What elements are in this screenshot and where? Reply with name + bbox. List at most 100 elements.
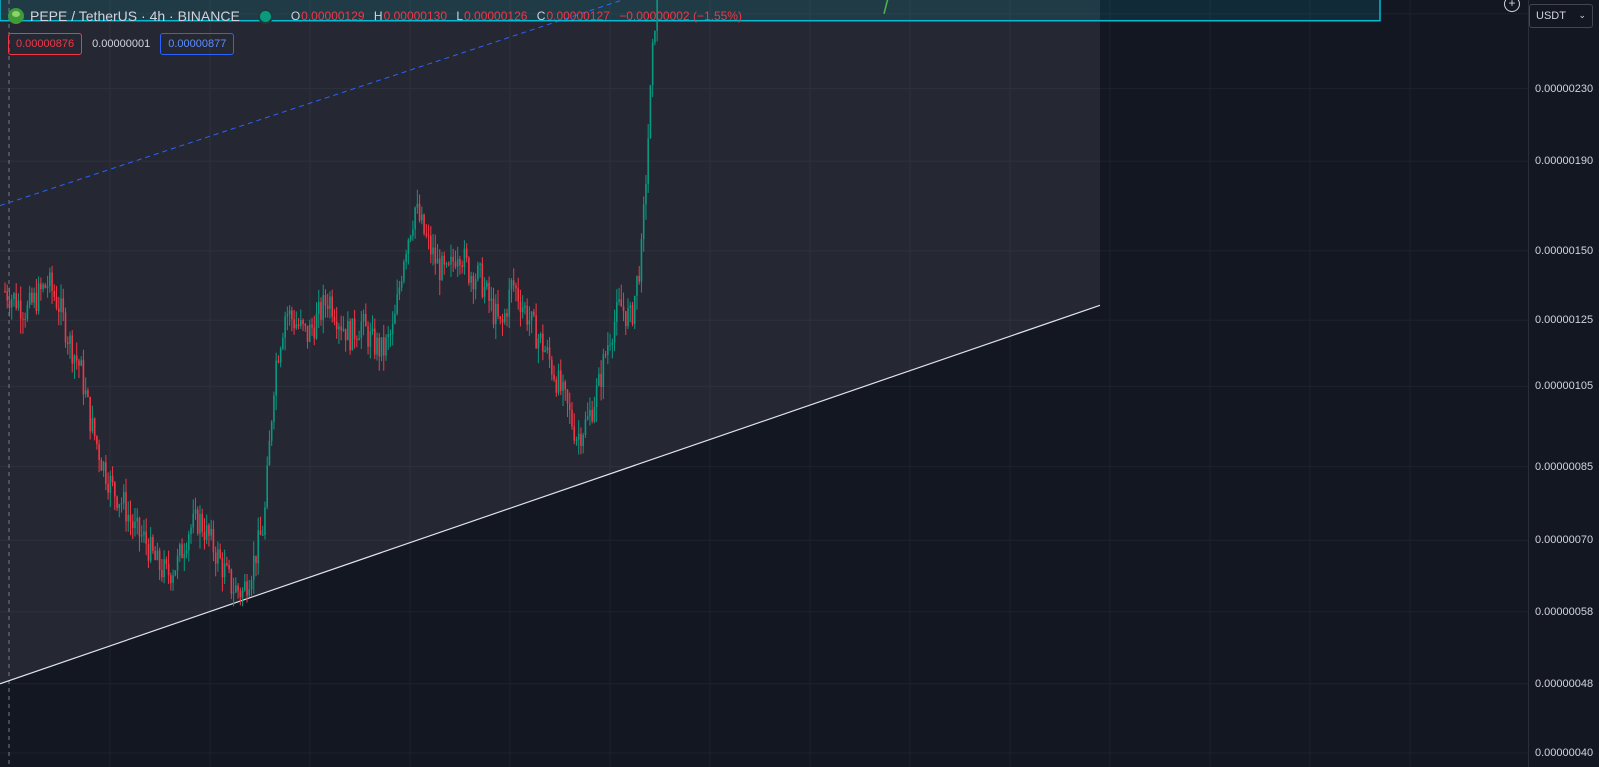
candle-body bbox=[277, 360, 280, 363]
candle-body bbox=[398, 287, 401, 295]
candle-body bbox=[425, 233, 428, 236]
candle-body bbox=[131, 521, 134, 529]
candle-body bbox=[557, 370, 560, 393]
candle-body bbox=[214, 552, 217, 564]
candle-body bbox=[326, 305, 329, 309]
candle-body bbox=[217, 549, 219, 564]
candle-body bbox=[649, 85, 652, 139]
candle-body bbox=[78, 360, 80, 366]
candle-body bbox=[564, 381, 567, 390]
candle-body bbox=[362, 314, 365, 322]
price-tick-label: 0.00000190 bbox=[1535, 155, 1594, 168]
candle-body bbox=[528, 320, 531, 325]
candle-body bbox=[87, 390, 89, 397]
candle-body bbox=[329, 296, 331, 309]
candle-body bbox=[89, 396, 91, 432]
candle-body bbox=[656, 0, 658, 31]
open-value: 0.00000129 bbox=[301, 9, 365, 23]
candle-body bbox=[577, 433, 580, 440]
candle-body bbox=[447, 263, 450, 265]
candle-body bbox=[156, 550, 159, 560]
candle-body bbox=[342, 328, 345, 331]
candle-body bbox=[510, 280, 513, 290]
market-status-icon[interactable] bbox=[257, 8, 273, 24]
add-plus-icon[interactable]: + bbox=[1504, 0, 1520, 12]
candle-body bbox=[10, 298, 13, 308]
candle-body bbox=[584, 419, 587, 436]
candle-body bbox=[75, 355, 78, 361]
candle-body bbox=[497, 303, 499, 317]
candle-body bbox=[165, 559, 168, 564]
price-tick-label: 0.00000105 bbox=[1535, 380, 1594, 393]
candle-body bbox=[230, 569, 233, 594]
candle-body bbox=[19, 300, 22, 319]
candle-body bbox=[252, 555, 255, 581]
candle-body bbox=[8, 300, 11, 308]
candle-body bbox=[275, 360, 277, 396]
candle-body bbox=[622, 306, 625, 312]
candle-body bbox=[105, 462, 107, 484]
high-value: 0.00000130 bbox=[383, 9, 447, 23]
price-chart[interactable] bbox=[0, 0, 1528, 767]
candle-body bbox=[237, 585, 239, 592]
candle-body bbox=[494, 303, 497, 325]
candle-body bbox=[46, 286, 49, 288]
candle-body bbox=[167, 563, 170, 576]
candle-body bbox=[542, 333, 544, 352]
candle-body bbox=[517, 288, 520, 302]
price-axis[interactable]: 0.000026000.000021000.000017000.00001400… bbox=[1528, 0, 1599, 767]
candle-body bbox=[490, 298, 493, 301]
candle-body bbox=[443, 255, 446, 265]
candle-body bbox=[163, 559, 165, 578]
candle-body bbox=[170, 575, 172, 584]
candle-body bbox=[221, 557, 224, 578]
candle-body bbox=[353, 318, 356, 340]
price-tick-label: 0.00000048 bbox=[1535, 677, 1594, 690]
candle-body bbox=[344, 328, 347, 341]
candle-body bbox=[194, 509, 197, 514]
candle-body bbox=[293, 319, 295, 329]
candle-body bbox=[365, 314, 367, 327]
candle-body bbox=[624, 311, 627, 327]
candle-body bbox=[313, 327, 316, 339]
candle-body bbox=[613, 321, 616, 343]
candle-body bbox=[84, 390, 87, 395]
chart-legend: PEPE / TetherUS · 4h · BINANCE O0.000001… bbox=[8, 8, 748, 24]
candle-body bbox=[107, 483, 109, 493]
candle-body bbox=[512, 280, 515, 286]
candle-body bbox=[51, 272, 53, 291]
currency-unit-selector[interactable]: USDT ⌄ bbox=[1529, 4, 1593, 28]
candle-body bbox=[268, 440, 271, 466]
candle-body bbox=[4, 290, 6, 292]
candle-body bbox=[246, 581, 248, 596]
candle-body bbox=[127, 514, 130, 522]
sell-price-button[interactable]: 0.00000876 bbox=[8, 33, 83, 55]
candle-body bbox=[571, 409, 573, 427]
candle-body bbox=[647, 138, 649, 184]
candle-body bbox=[400, 281, 403, 288]
candle-body bbox=[270, 421, 273, 441]
candle-body bbox=[53, 290, 56, 297]
candle-body bbox=[241, 590, 244, 598]
candle-body bbox=[607, 345, 609, 355]
candle-body bbox=[340, 326, 342, 331]
candle-body bbox=[302, 319, 304, 325]
candle-body bbox=[80, 360, 82, 366]
candle-body bbox=[380, 337, 383, 357]
candle-body bbox=[633, 295, 636, 324]
low-value: 0.00000126 bbox=[464, 9, 528, 23]
candle-body bbox=[239, 591, 242, 598]
candle-body bbox=[356, 339, 358, 341]
pepe-logo-icon bbox=[8, 8, 24, 24]
candle-body bbox=[568, 403, 571, 410]
candle-body bbox=[255, 555, 257, 564]
candle-body bbox=[389, 333, 392, 335]
candle-body bbox=[378, 337, 381, 357]
candle-body bbox=[35, 292, 38, 311]
candle-body bbox=[13, 293, 15, 299]
buy-price-button[interactable]: 0.00000877 bbox=[160, 33, 235, 55]
candle-body bbox=[208, 525, 210, 536]
candle-body bbox=[266, 465, 269, 508]
symbol-title[interactable]: PEPE / TetherUS · 4h · BINANCE bbox=[30, 8, 240, 24]
change-value: −0.00000002 (−1.55%) bbox=[619, 9, 742, 23]
